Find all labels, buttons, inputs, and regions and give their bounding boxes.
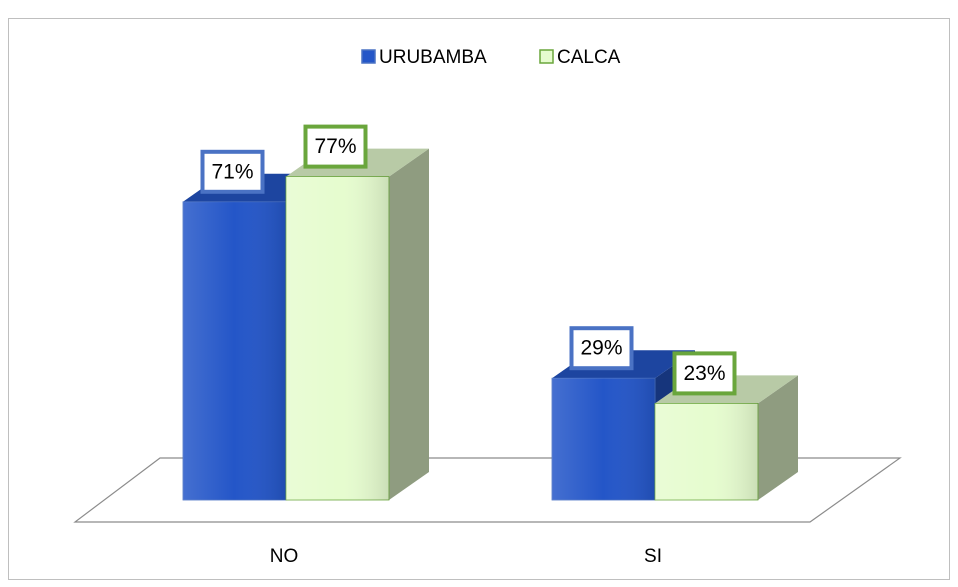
value-label: 71% bbox=[211, 160, 253, 183]
value-label: 77% bbox=[314, 135, 356, 158]
value-label-box bbox=[569, 326, 634, 371]
legend-swatch bbox=[361, 49, 376, 64]
bar-side bbox=[389, 148, 429, 500]
legend-label: URUBAMBA bbox=[379, 47, 487, 68]
x-tick-label: SI bbox=[644, 546, 662, 567]
bar-shine bbox=[183, 201, 286, 501]
legend-swatch bbox=[539, 49, 554, 64]
bar-shine bbox=[655, 403, 758, 500]
bar-shine bbox=[552, 378, 655, 500]
value-label: 23% bbox=[683, 362, 725, 385]
bar-side bbox=[758, 375, 798, 500]
legend-label: CALCA bbox=[557, 47, 621, 68]
value-label: 29% bbox=[580, 337, 622, 360]
x-tick-label: NO bbox=[270, 546, 299, 567]
value-label-box bbox=[303, 124, 368, 169]
value-label-box bbox=[672, 351, 737, 396]
value-label-box bbox=[200, 149, 265, 194]
bar-shine bbox=[286, 176, 389, 500]
